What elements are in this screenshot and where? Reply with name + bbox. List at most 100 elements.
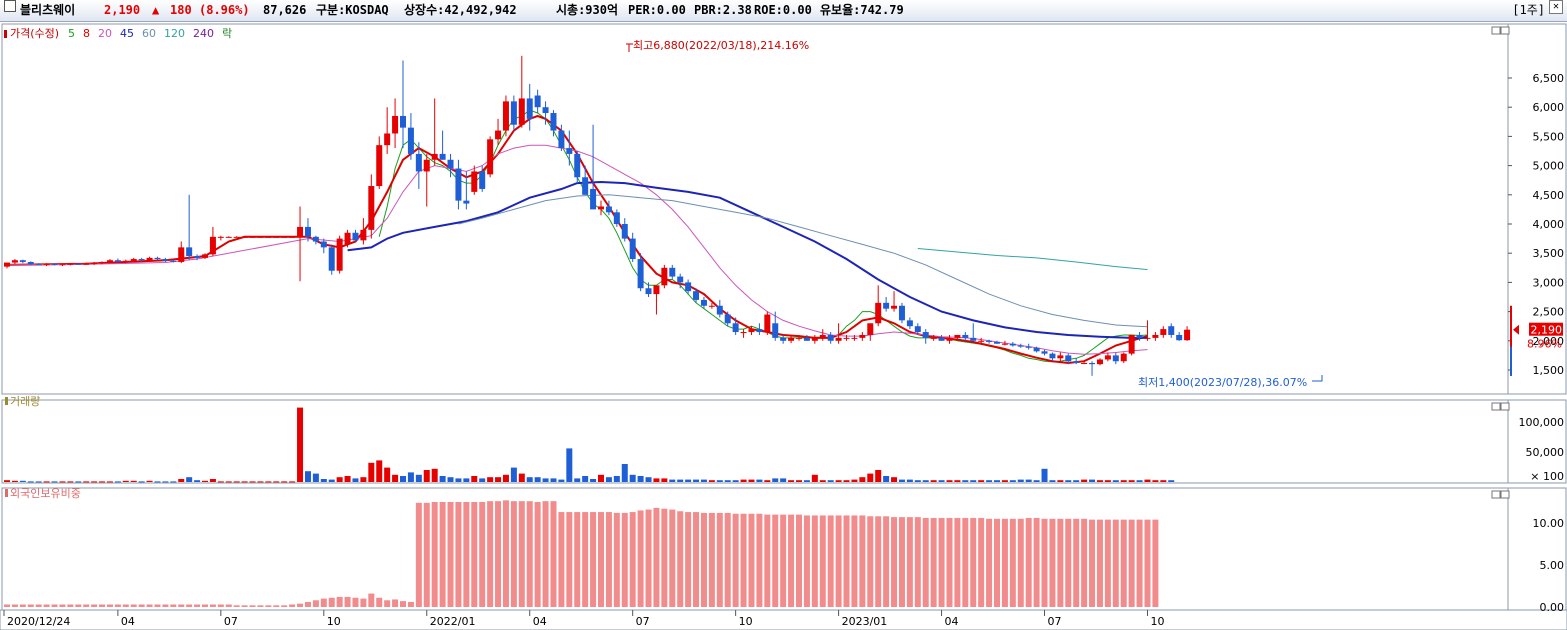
legend-item: 60 xyxy=(142,27,156,40)
foreign-ratio-bar xyxy=(780,514,787,607)
foreign-ratio-bar xyxy=(320,598,327,607)
volume-bar xyxy=(978,480,985,482)
foreign-ratio-bar xyxy=(376,597,383,607)
volume-bar xyxy=(748,479,755,482)
candle-body xyxy=(51,263,58,265)
volume-bar xyxy=(811,474,818,482)
foreign-ratio-bar xyxy=(400,601,406,607)
x-tick-label: 04 xyxy=(533,615,547,628)
foreign-ratio-bar xyxy=(27,604,34,607)
legend-item: 8 xyxy=(83,27,90,40)
foreign-ratio-bar xyxy=(994,518,1000,607)
foreign-ratio-bar xyxy=(1136,519,1143,607)
foreign-ratio-bar xyxy=(724,512,731,607)
candle-body xyxy=(114,260,121,262)
volume-bar xyxy=(83,481,90,483)
ma45-line xyxy=(347,180,1148,339)
candle-body xyxy=(194,256,201,258)
volume-bar xyxy=(827,480,834,482)
volume-bar xyxy=(574,478,581,482)
title-bar: 블리츠웨이 2,190 ▲ 180 (8.96%) 87,626 구분:KOSD… xyxy=(0,0,1567,22)
foreign-ratio-bar xyxy=(162,604,169,607)
volume-bar xyxy=(653,478,660,482)
foreign-ratio-bar xyxy=(51,604,58,607)
foreign-ratio-bar xyxy=(19,604,26,607)
volume-bar xyxy=(1144,479,1151,482)
period-button[interactable]: [1주] xyxy=(1512,3,1545,17)
price-panel xyxy=(1,23,1509,395)
current-price-tag xyxy=(1529,322,1563,336)
listed-shares: 상장수:42,492,942 xyxy=(404,3,517,17)
volume-bar xyxy=(582,476,589,482)
foreign-ratio-bar xyxy=(954,517,961,607)
candle-body xyxy=(526,98,533,119)
candle-body xyxy=(43,263,50,265)
volume-bar xyxy=(114,481,121,483)
foreign-ratio-bar xyxy=(392,599,399,607)
volume-bar xyxy=(209,479,216,482)
foreign-ratio-bar xyxy=(946,517,953,607)
high-annotation: 최고6,880(2022/03/18),214.16% xyxy=(633,39,809,52)
up-arrow-icon: ▲ xyxy=(152,3,160,17)
volume-bar xyxy=(415,474,422,482)
foreign-ratio-bar xyxy=(843,515,850,607)
volume-bar xyxy=(970,480,977,482)
foreign-ratio-bar xyxy=(154,604,161,607)
volume-bar xyxy=(716,480,723,482)
foreign-ratio-bar xyxy=(788,514,795,607)
y-tick-label: 1,500 xyxy=(1533,364,1565,377)
volume-bar xyxy=(629,474,636,482)
foreign-ratio-bar xyxy=(281,605,288,607)
candle-body xyxy=(162,259,169,261)
volume-bar xyxy=(495,477,502,482)
candle-body xyxy=(1081,362,1088,364)
foreign-ratio-bar xyxy=(138,604,145,607)
volume-bar xyxy=(320,479,327,482)
foreign-ratio-bar xyxy=(463,502,470,607)
foreign-ratio-bar xyxy=(495,501,502,607)
volume-label: 거래량 xyxy=(10,395,40,408)
foreign-ratio-bar xyxy=(898,517,905,607)
candle-body xyxy=(645,288,652,295)
foreign-ratio-bar xyxy=(693,512,700,607)
volume-bar xyxy=(835,480,842,482)
candle-body xyxy=(510,101,517,125)
foreign-ratio-bar xyxy=(653,507,660,607)
candle-body xyxy=(851,337,858,339)
candle-body xyxy=(233,236,240,238)
foreign-ratio-bar xyxy=(304,601,311,607)
foreign-ratio-bar xyxy=(75,604,82,607)
foreign-ratio-bar xyxy=(289,604,296,607)
select-checkbox[interactable] xyxy=(4,0,16,12)
current-price-value: 2,190 xyxy=(1531,324,1563,337)
x-tick-label: 10 xyxy=(739,615,753,628)
volume-bar xyxy=(75,481,82,483)
foreign-ratio-bar xyxy=(796,514,802,607)
candle-body xyxy=(629,238,636,260)
foreign-ratio-bar xyxy=(439,502,446,607)
volume-bar xyxy=(19,480,26,482)
candle-body xyxy=(954,334,961,338)
foreign-ratio-bar xyxy=(1009,518,1016,607)
volume-bar xyxy=(867,473,874,482)
volume-bar xyxy=(637,476,644,482)
candle-body xyxy=(59,264,66,266)
y-tick-label: 2,000 xyxy=(1533,335,1565,348)
foreign-ratio-bar xyxy=(772,514,779,607)
volume-bar xyxy=(1049,480,1056,482)
close-icon[interactable]: ✕ xyxy=(1549,0,1563,14)
foreign-panel-axis xyxy=(1507,487,1567,611)
legend-item: 가격(수정) xyxy=(10,27,59,40)
current-price-marker xyxy=(1513,324,1519,335)
foreign-ratio-bar xyxy=(669,509,676,607)
foreign-ratio-bar xyxy=(202,604,208,607)
foreign-ratio-bar xyxy=(811,515,818,607)
candle-body xyxy=(590,188,597,210)
foreign-ratio-bar xyxy=(67,604,74,607)
foreign-ratio-bar xyxy=(415,502,422,607)
volume-bar xyxy=(1081,479,1088,482)
foreign-ratio-bar xyxy=(518,501,525,607)
candle-body xyxy=(550,113,557,131)
volume-bar xyxy=(1009,480,1016,482)
volume-bar xyxy=(566,448,573,482)
